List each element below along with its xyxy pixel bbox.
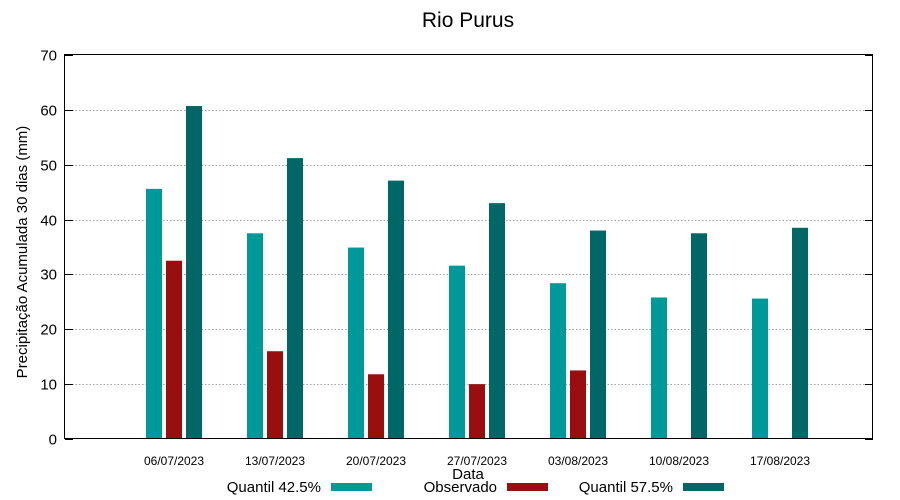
y-tick-label: 20 [40,322,57,339]
x-axis-ticks: 06/07/2023 13/07/2023 20/07/2023 27/07/2023… [144,454,810,468]
bar-1 [348,247,364,439]
y-axis-label: Precipitação Acumulada 30 dias (mm) [14,126,31,379]
bar-2 [166,260,182,439]
x-axis-label: Data [452,466,484,483]
legend-swatch [507,483,548,491]
plot-frame [64,54,873,439]
bar-3 [186,106,202,439]
bar-3 [792,227,808,439]
legend-label: Quantil 42.5% [227,479,321,496]
y-tick-label: 0 [49,432,57,449]
bar-2 [267,351,283,439]
bar-1 [146,188,162,439]
legend-label: Quantil 57.5% [579,479,673,496]
legend: Quantil 42.5% Observado Quantil 57.5% [227,479,724,496]
chart-title: Rio Purus [422,9,514,32]
bar-3 [489,203,505,439]
gridlines [65,110,873,385]
bars [146,106,808,440]
bar-2 [368,374,384,439]
bar-2 [570,370,586,439]
bar-1 [752,298,768,439]
x-tick-label: 10/08/2023 [649,454,709,468]
bar-1 [449,265,465,439]
legend-swatch [331,483,372,491]
y-tick-label: 30 [40,267,57,284]
x-tick-label: 03/08/2023 [548,454,608,468]
bar-3 [388,180,404,439]
bar-3 [287,158,303,440]
bar-1 [651,297,667,439]
x-tick-label: 27/07/2023 [447,454,507,468]
y-axis-ticks: 0 10 20 30 40 50 60 70 [40,48,873,449]
y-tick-label: 60 [40,103,57,120]
y-tick-label: 40 [40,213,57,230]
bar-1 [247,233,263,439]
y-tick-label: 50 [40,158,57,175]
legend-label: Observado [424,479,497,496]
y-tick-label: 10 [40,377,57,394]
x-tick-label: 06/07/2023 [144,454,204,468]
bar-1 [550,283,566,439]
legend-swatch [683,483,724,491]
x-tick-label: 13/07/2023 [245,454,305,468]
x-tick-label: 17/08/2023 [750,454,810,468]
bar-3 [590,230,606,439]
y-tick-label: 70 [40,48,57,65]
bar-2 [469,384,485,439]
x-tick-label: 20/07/2023 [346,454,406,468]
bar-3 [691,233,707,439]
